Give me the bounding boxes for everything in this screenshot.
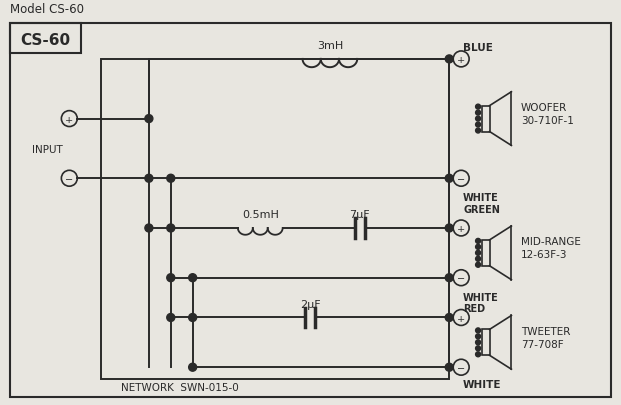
Text: −: − xyxy=(457,364,465,373)
Bar xyxy=(101,60,449,379)
Circle shape xyxy=(476,257,481,262)
Text: +: + xyxy=(65,116,73,125)
Circle shape xyxy=(476,352,481,357)
Bar xyxy=(481,330,489,356)
Text: WHITE: WHITE xyxy=(463,379,502,389)
Circle shape xyxy=(189,314,197,322)
Circle shape xyxy=(167,314,175,322)
Text: WHITE
GREEN: WHITE GREEN xyxy=(463,193,500,214)
Bar xyxy=(10,24,81,54)
Circle shape xyxy=(476,239,481,244)
Circle shape xyxy=(476,346,481,351)
Text: WOOFER
30-710F-1: WOOFER 30-710F-1 xyxy=(521,103,574,126)
Text: NETWORK  SWN-015-0: NETWORK SWN-015-0 xyxy=(121,382,239,392)
Text: WHITE
RED: WHITE RED xyxy=(463,292,499,313)
Circle shape xyxy=(445,56,453,64)
Circle shape xyxy=(445,363,453,371)
Circle shape xyxy=(145,224,153,232)
Text: BLUE: BLUE xyxy=(463,43,493,53)
Bar xyxy=(481,240,489,266)
Circle shape xyxy=(476,117,481,122)
Text: −: − xyxy=(457,175,465,184)
Circle shape xyxy=(476,251,481,256)
Circle shape xyxy=(476,328,481,333)
Circle shape xyxy=(476,123,481,128)
Circle shape xyxy=(167,175,175,183)
Text: TWEETER
77-708F: TWEETER 77-708F xyxy=(521,326,570,349)
Text: +: + xyxy=(457,225,465,234)
Circle shape xyxy=(445,224,453,232)
Circle shape xyxy=(167,274,175,282)
Text: INPUT: INPUT xyxy=(32,145,63,155)
Circle shape xyxy=(167,224,175,232)
Circle shape xyxy=(476,262,481,268)
Text: +: + xyxy=(457,56,465,65)
Text: MID-RANGE
12-63F-3: MID-RANGE 12-63F-3 xyxy=(521,237,581,260)
Circle shape xyxy=(445,314,453,322)
Text: 0.5mH: 0.5mH xyxy=(242,209,279,220)
Text: 7μF: 7μF xyxy=(350,209,370,220)
Circle shape xyxy=(476,334,481,339)
Text: −: − xyxy=(457,275,465,284)
Text: 3mH: 3mH xyxy=(317,41,343,51)
Circle shape xyxy=(145,115,153,123)
Circle shape xyxy=(476,111,481,116)
Text: +: + xyxy=(457,314,465,323)
Circle shape xyxy=(476,105,481,110)
Circle shape xyxy=(445,274,453,282)
Circle shape xyxy=(476,340,481,345)
Circle shape xyxy=(145,175,153,183)
Text: −: − xyxy=(65,175,73,184)
Bar xyxy=(481,107,489,132)
Circle shape xyxy=(445,175,453,183)
Text: CS-60: CS-60 xyxy=(20,32,71,47)
Circle shape xyxy=(476,245,481,250)
Circle shape xyxy=(189,363,197,371)
Text: 2μF: 2μF xyxy=(300,299,320,309)
Circle shape xyxy=(476,129,481,134)
Circle shape xyxy=(189,274,197,282)
Text: Model CS-60: Model CS-60 xyxy=(10,3,84,16)
